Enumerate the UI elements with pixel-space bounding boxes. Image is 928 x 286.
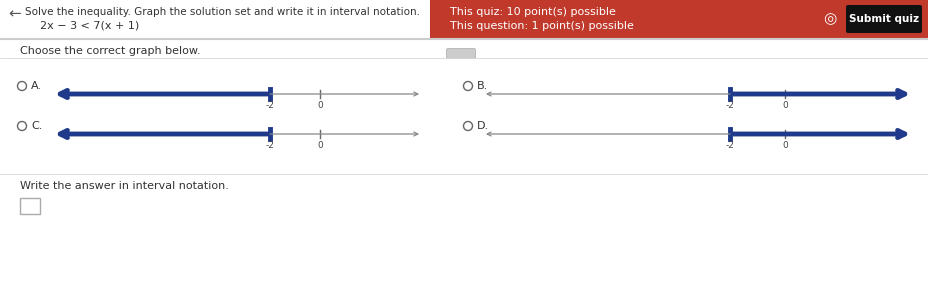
Text: Submit quiz: Submit quiz [848,14,918,24]
Text: Choose the correct graph below.: Choose the correct graph below. [20,46,200,56]
Text: 0: 0 [781,141,787,150]
Text: Solve the inequality. Graph the solution set and write it in interval notation.: Solve the inequality. Graph the solution… [25,7,419,17]
Text: This question: 1 point(s) possible: This question: 1 point(s) possible [449,21,633,31]
FancyBboxPatch shape [446,49,475,59]
FancyBboxPatch shape [845,5,921,33]
Text: A.: A. [31,81,42,91]
Text: ←: ← [8,7,20,21]
FancyBboxPatch shape [20,198,40,214]
Text: C.: C. [31,121,43,131]
Text: 0: 0 [316,141,323,150]
Text: B.: B. [476,81,488,91]
Text: Write the answer in interval notation.: Write the answer in interval notation. [20,181,228,191]
Text: D.: D. [476,121,489,131]
Text: -2: -2 [265,101,274,110]
Text: 0: 0 [316,101,323,110]
Text: 0: 0 [781,101,787,110]
Text: -2: -2 [265,141,274,150]
Text: This quiz: 10 point(s) possible: This quiz: 10 point(s) possible [449,7,615,17]
Text: 2x − 3 < 7(x + 1): 2x − 3 < 7(x + 1) [40,21,139,31]
FancyBboxPatch shape [430,0,928,38]
Text: ◎: ◎ [822,11,836,27]
Text: -2: -2 [725,101,734,110]
Text: -2: -2 [725,141,734,150]
